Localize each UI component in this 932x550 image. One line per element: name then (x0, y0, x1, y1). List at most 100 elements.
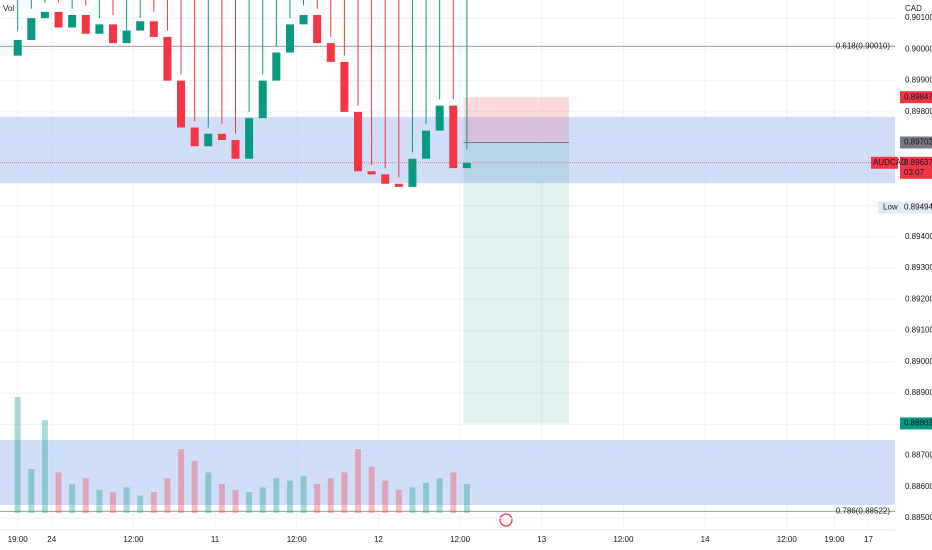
x-tick-label: 14 (701, 535, 710, 544)
candle-body (272, 52, 281, 81)
fib-label: 0.618(0.90010) (836, 41, 891, 50)
y-tick-label: 0.89100 (905, 326, 932, 335)
x-tick-label: 24 (47, 535, 56, 544)
current-price-bg (900, 156, 932, 179)
y-tick-label: 0.89800 (905, 107, 932, 116)
candle-body (217, 133, 226, 140)
volume-bar (327, 478, 334, 513)
volume-bar (55, 472, 62, 513)
entry-price: 0.89702 (904, 138, 932, 147)
zone (0, 116, 895, 184)
volume-bar (96, 489, 103, 513)
x-tick-label: 12:00 (613, 535, 634, 544)
candle-body (204, 133, 213, 147)
candle-body (285, 24, 294, 53)
candle-body (108, 24, 117, 44)
volume-bar (218, 484, 225, 513)
candle-body (13, 40, 22, 56)
candle-body (340, 61, 349, 112)
candle-body (422, 130, 431, 159)
candle-body (54, 11, 63, 28)
volume-bar (368, 466, 375, 513)
x-tick-label: 11 (211, 535, 220, 544)
x-tick-label: 12:00 (123, 535, 144, 544)
volume-bar (355, 449, 361, 513)
volume-bar (137, 495, 144, 513)
volume-bar (246, 492, 253, 513)
target-price-bg (900, 417, 932, 430)
y-tick-label: 0.88500 (905, 513, 932, 522)
y-tick-label: 0.88900 (905, 388, 932, 397)
volume-bar (395, 489, 402, 513)
volume-bar (409, 487, 416, 513)
y-tick-label: 0.88600 (905, 482, 932, 491)
candle-body (299, 15, 308, 25)
volume-bar (341, 472, 348, 513)
symbol: AUDCAD (873, 158, 907, 167)
volume-bar (423, 482, 430, 513)
volume-bar (205, 472, 212, 513)
y-tick-label: 0.89300 (905, 263, 932, 272)
volume-bar (123, 487, 130, 513)
x-tick-label: 17 (864, 535, 873, 544)
stop-price: 0.89847 (904, 92, 932, 101)
volume-bar (191, 460, 198, 513)
candle-body (136, 21, 145, 31)
target-price: 0.88803 (904, 419, 932, 428)
stop-price-bg (900, 91, 932, 104)
candle-body (27, 18, 36, 40)
candle-body (190, 127, 199, 147)
candle-body (408, 158, 417, 187)
event-icon[interactable] (499, 513, 513, 527)
low-bg (878, 201, 932, 214)
candle-body (449, 105, 458, 169)
y-tick-label: 0.89000 (905, 357, 932, 366)
candle-body (245, 118, 254, 159)
candle-body (394, 183, 403, 187)
volume-bar (314, 484, 321, 513)
x-tick-label: 19:00 (824, 535, 845, 544)
candle-body (462, 162, 471, 169)
low-label: Low (883, 203, 898, 212)
candle-body (258, 80, 267, 119)
candle-body (68, 15, 77, 28)
volume-bar (28, 468, 35, 513)
candle-body (40, 11, 49, 19)
candle-body (122, 30, 131, 44)
volume-bar (178, 449, 185, 513)
candle-body (435, 105, 444, 131)
stop-zone (463, 97, 569, 143)
candle-body (367, 171, 376, 175)
volume-bar (164, 478, 171, 513)
current-price: 0.89637 (904, 158, 932, 167)
volume-bar (436, 478, 443, 513)
volume-title: Vol (3, 4, 14, 13)
volume-bar (109, 492, 116, 513)
volume-bar (82, 478, 89, 513)
candle-body (81, 15, 90, 34)
symbol-bg (871, 156, 898, 169)
candle-body (381, 174, 390, 184)
y-tick-label: 0.89400 (905, 232, 932, 241)
volume-bar (273, 478, 280, 513)
volume-bar (382, 480, 389, 513)
candle-body (326, 43, 335, 62)
volume-bar (14, 397, 21, 513)
entry-price-bg (900, 136, 932, 149)
currency: CAD (905, 4, 922, 13)
volume-bar (300, 475, 307, 513)
volume-bar (150, 492, 157, 513)
candle-body (149, 21, 158, 37)
y-tick-label: 0.88700 (905, 451, 932, 460)
x-tick-label: 12:00 (777, 535, 798, 544)
volume-bar (463, 484, 470, 513)
x-tick-label: 13 (537, 535, 546, 544)
x-tick-label: 12:00 (287, 535, 308, 544)
x-tick-label: 19:00 (8, 535, 29, 544)
y-tick-label: 0.89900 (905, 76, 932, 85)
y-tick-label: 0.89200 (905, 294, 932, 303)
low-price: 0.89494 (904, 203, 932, 212)
target-zone (463, 142, 569, 424)
volume-bar (286, 480, 293, 513)
